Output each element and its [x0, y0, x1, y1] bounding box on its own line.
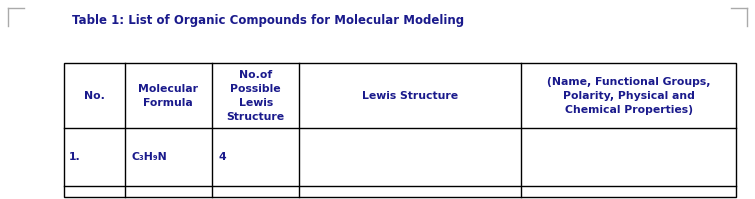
- Text: C₃H₉N: C₃H₉N: [131, 152, 168, 162]
- Text: No.: No.: [84, 91, 105, 100]
- Bar: [64, 63, 736, 197]
- Text: 1.: 1.: [69, 152, 81, 162]
- Text: 4: 4: [219, 152, 226, 162]
- Text: (Name, Functional Groups,
Polarity, Physical and
Chemical Properties): (Name, Functional Groups, Polarity, Phys…: [547, 77, 710, 114]
- Text: Table 1: List of Organic Compounds for Molecular Modeling: Table 1: List of Organic Compounds for M…: [72, 14, 464, 27]
- Text: No.of
Possible
Lewis
Structure: No.of Possible Lewis Structure: [226, 69, 285, 122]
- Text: Molecular
Formula: Molecular Formula: [138, 84, 199, 107]
- Text: Lewis Structure: Lewis Structure: [362, 91, 458, 100]
